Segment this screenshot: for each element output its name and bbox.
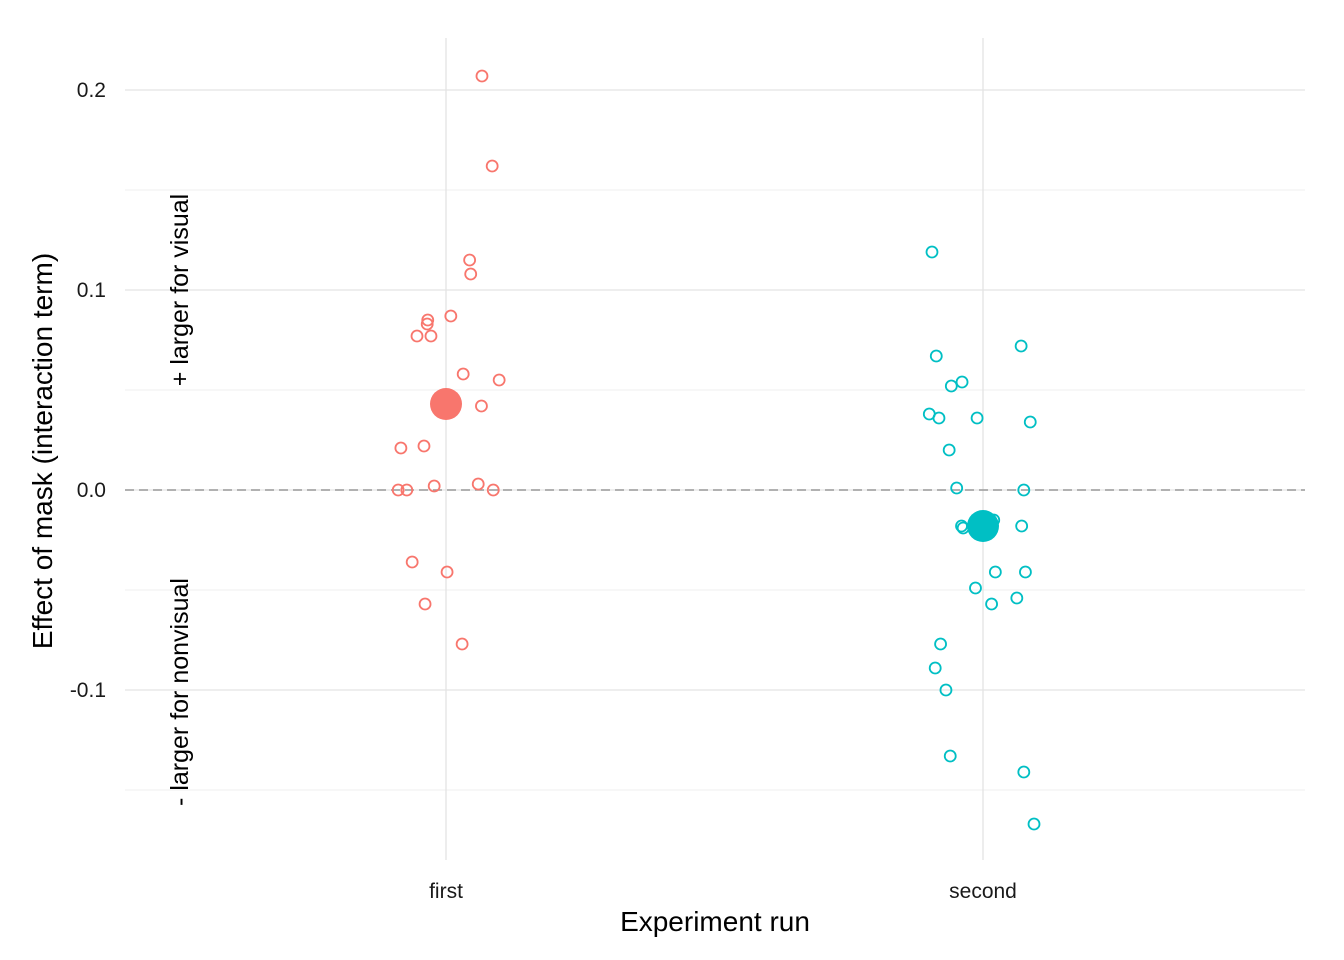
data-point bbox=[943, 749, 957, 763]
mean-markers bbox=[430, 388, 999, 542]
annotation-negative: - larger for nonvisual bbox=[166, 578, 194, 806]
x-tick-label: second bbox=[949, 880, 1017, 903]
data-point bbox=[444, 309, 458, 323]
data-point bbox=[944, 379, 958, 393]
data-point bbox=[418, 597, 432, 611]
data-point bbox=[424, 329, 438, 343]
x-tick-label: first bbox=[429, 880, 463, 903]
data-point bbox=[405, 555, 419, 569]
x-tick-labels: first second bbox=[429, 880, 1017, 903]
data-point bbox=[1017, 765, 1031, 779]
data-point bbox=[471, 477, 485, 491]
y-tick-label: -0.1 bbox=[70, 679, 106, 702]
data-point bbox=[485, 159, 499, 173]
data-point bbox=[492, 373, 506, 387]
data-point bbox=[988, 565, 1002, 579]
data-point bbox=[1023, 415, 1037, 429]
data-point bbox=[985, 597, 998, 611]
data-point bbox=[929, 349, 943, 363]
data-point bbox=[475, 69, 489, 83]
data-point bbox=[955, 375, 969, 389]
data-point bbox=[934, 637, 947, 651]
y-axis-title: Effect of mask (interaction term) bbox=[27, 253, 58, 649]
data-point bbox=[942, 443, 956, 457]
y-tick-labels: 0.2 0.1 0.0 -0.1 bbox=[70, 79, 106, 702]
data-point bbox=[400, 483, 414, 497]
data-point bbox=[410, 329, 424, 343]
data-point bbox=[950, 481, 964, 495]
data-point bbox=[464, 267, 478, 281]
data-point bbox=[928, 661, 942, 675]
data-point bbox=[1017, 483, 1031, 497]
data-point bbox=[391, 483, 405, 497]
data-point bbox=[970, 411, 984, 425]
data-point bbox=[455, 637, 469, 651]
data-point bbox=[1015, 519, 1029, 533]
x-axis-title: Experiment run bbox=[620, 906, 810, 937]
data-point bbox=[427, 479, 441, 493]
data-point bbox=[969, 581, 982, 595]
y-tick-label: 0.0 bbox=[77, 479, 106, 502]
data-point bbox=[932, 411, 946, 425]
data-point bbox=[463, 253, 477, 267]
data-point bbox=[925, 245, 939, 259]
mean-point bbox=[967, 510, 999, 542]
data-point bbox=[1014, 339, 1028, 353]
data-point bbox=[417, 439, 431, 453]
mean-point bbox=[430, 388, 462, 420]
data-point bbox=[939, 683, 953, 697]
data-point bbox=[1010, 591, 1024, 605]
annotation-positive: + larger for visual bbox=[166, 194, 194, 386]
data-point bbox=[440, 565, 454, 579]
data-points bbox=[391, 69, 1041, 831]
data-point bbox=[420, 317, 434, 331]
data-point bbox=[1027, 817, 1041, 831]
data-point bbox=[394, 441, 408, 455]
y-tick-label: 0.2 bbox=[77, 79, 106, 102]
grid-lines bbox=[125, 38, 1305, 860]
data-point bbox=[456, 367, 470, 381]
y-tick-label: 0.1 bbox=[77, 279, 106, 302]
data-point bbox=[1019, 565, 1032, 579]
data-point bbox=[486, 483, 500, 497]
data-point bbox=[475, 399, 488, 413]
